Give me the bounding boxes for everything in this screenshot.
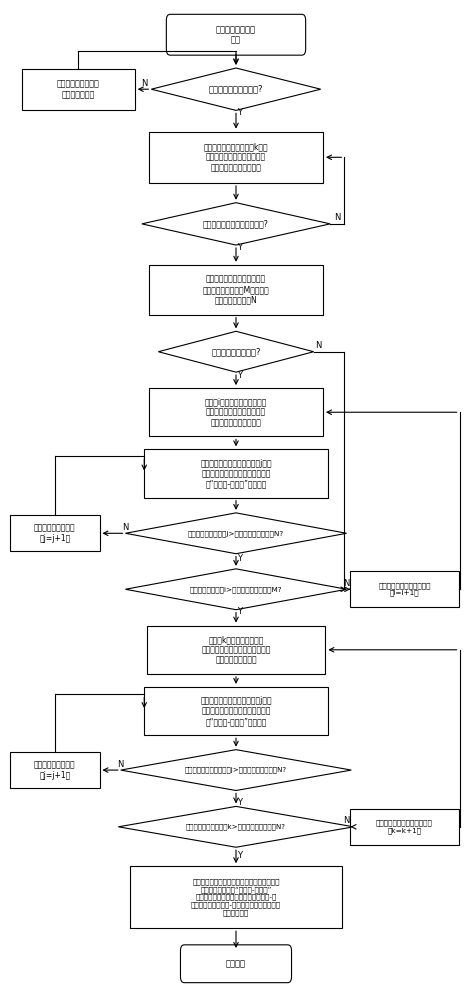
Text: 识别结束: 识别结束 xyxy=(226,959,246,968)
Text: 所有采集设备类型查询结束否?: 所有采集设备类型查询结束否? xyxy=(203,219,269,228)
Bar xyxy=(10,515,100,551)
Text: 当前分支箱监测单元j>分支箱监测单元总数N?: 当前分支箱监测单元j>分支箱监测单元总数N? xyxy=(188,530,284,537)
Polygon shape xyxy=(152,68,320,110)
Text: Y: Y xyxy=(237,798,242,807)
Text: 台区智能感知终端查询获取第j个分
支箱监测单元识别结果并保存识别
的“父节点-子节点”主从关系: 台区智能感知终端查询获取第j个分 支箱监测单元识别结果并保存识别 的“父节点-子… xyxy=(200,459,272,488)
Text: 获取未查询的分支箱
（j=j+1）: 获取未查询的分支箱 （j=j+1） xyxy=(34,760,76,780)
Bar xyxy=(350,571,459,607)
Text: 已识别分支箱监测单元k>分支箱监测单元总数N?: 已识别分支箱监测单元k>分支箱监测单元总数N? xyxy=(186,824,286,830)
Bar xyxy=(147,626,325,674)
Bar xyxy=(149,388,323,436)
Text: N: N xyxy=(334,213,340,222)
Text: Y: Y xyxy=(237,243,242,252)
Polygon shape xyxy=(118,806,354,847)
Text: 根据查询结果统计本台区所辖
表箱监测单元总数量M以及分支
箱监测单元总数量N: 根据查询结果统计本台区所辖 表箱监测单元总数量M以及分支 箱监测单元总数量N xyxy=(202,275,270,305)
Text: N: N xyxy=(315,341,321,350)
FancyBboxPatch shape xyxy=(166,14,306,55)
Text: N: N xyxy=(122,523,128,532)
Text: N: N xyxy=(344,579,350,588)
Polygon shape xyxy=(142,203,330,245)
Text: 台区智能感知终端根据表箱监测单元以及分支
箱监测单元识别的“父节点-子节点”
主从关系，构建（台区智能感知终端）-线
（分支箱监测单元）-户（表箱监测单元）的物: 台区智能感知终端根据表箱监测单元以及分支 箱监测单元识别的“父节点-子节点” 主… xyxy=(191,879,281,916)
Text: 当前表箱监测单元i>表箱监测单元总数量M?: 当前表箱监测单元i>表箱监测单元总数量M? xyxy=(190,586,282,593)
Text: Y: Y xyxy=(237,554,242,563)
Text: Y: Y xyxy=(237,607,242,616)
Text: 网络拓扑关系表建立否?: 网络拓扑关系表建立否? xyxy=(209,85,263,94)
Bar xyxy=(22,69,135,110)
Bar xyxy=(350,809,459,845)
Text: 物理拓扑识别启动否?: 物理拓扑识别启动否? xyxy=(211,347,261,356)
Text: 获取未查询的分支箱
（j=j+1）: 获取未查询的分支箱 （j=j+1） xyxy=(34,524,76,543)
Text: 台区智能感知终端
上电: 台区智能感知终端 上电 xyxy=(216,25,256,44)
Polygon shape xyxy=(126,569,346,610)
Bar xyxy=(144,687,328,735)
Bar xyxy=(149,132,323,183)
Polygon shape xyxy=(126,513,346,554)
Text: Y: Y xyxy=(237,371,242,380)
Text: 台区智能感知终端查询获取第j个分
支箱监测单元识别结果并保存识别
的“父节点-子节点”主从关系: 台区智能感知终端查询获取第j个分 支箱监测单元识别结果并保存识别 的“父节点-子… xyxy=(200,696,272,726)
Text: 获取未识别的分支箱监测单元
（k=k+1）: 获取未识别的分支箱监测单元 （k=k+1） xyxy=(376,820,433,834)
Bar xyxy=(144,449,328,498)
Bar xyxy=(149,265,323,315)
Text: 当前查询分支箱监测单元j>分支箱监测单元总数N?: 当前查询分支箱监测单元j>分支箱监测单元总数N? xyxy=(185,767,287,773)
Bar xyxy=(10,752,100,788)
Text: 根据网络拓扑关系读取第k个采
集终端类型（分支箱监测单元
或表箱监测单元）并保存: 根据网络拓扑关系读取第k个采 集终端类型（分支箱监测单元 或表箱监测单元）并保存 xyxy=(204,142,268,172)
Text: 获取未识别的表箱监测单元
（i=i+1）: 获取未识别的表箱监测单元 （i=i+1） xyxy=(378,582,431,596)
Text: Y: Y xyxy=(237,108,242,117)
FancyBboxPatch shape xyxy=(180,945,292,983)
Text: N: N xyxy=(344,816,350,825)
Polygon shape xyxy=(158,331,314,372)
Bar xyxy=(130,866,342,928)
Text: 启动自维护功能建立
网络拓扑关系表: 启动自维护功能建立 网络拓扑关系表 xyxy=(57,80,100,99)
Text: Y: Y xyxy=(237,851,242,860)
Text: 获取第k个分支箱档案，并
采用命令方式通知该分支箱监测单
元发送识别特征信号: 获取第k个分支箱档案，并 采用命令方式通知该分支箱监测单 元发送识别特征信号 xyxy=(202,635,270,665)
Polygon shape xyxy=(121,750,351,791)
Text: 获取第i个表箱监测单元档案，
并采用命令方式通知该表箱监
测单元发送识别特征信号: 获取第i个表箱监测单元档案， 并采用命令方式通知该表箱监 测单元发送识别特征信号 xyxy=(205,397,267,427)
Text: N: N xyxy=(118,760,124,769)
Text: N: N xyxy=(141,79,147,88)
